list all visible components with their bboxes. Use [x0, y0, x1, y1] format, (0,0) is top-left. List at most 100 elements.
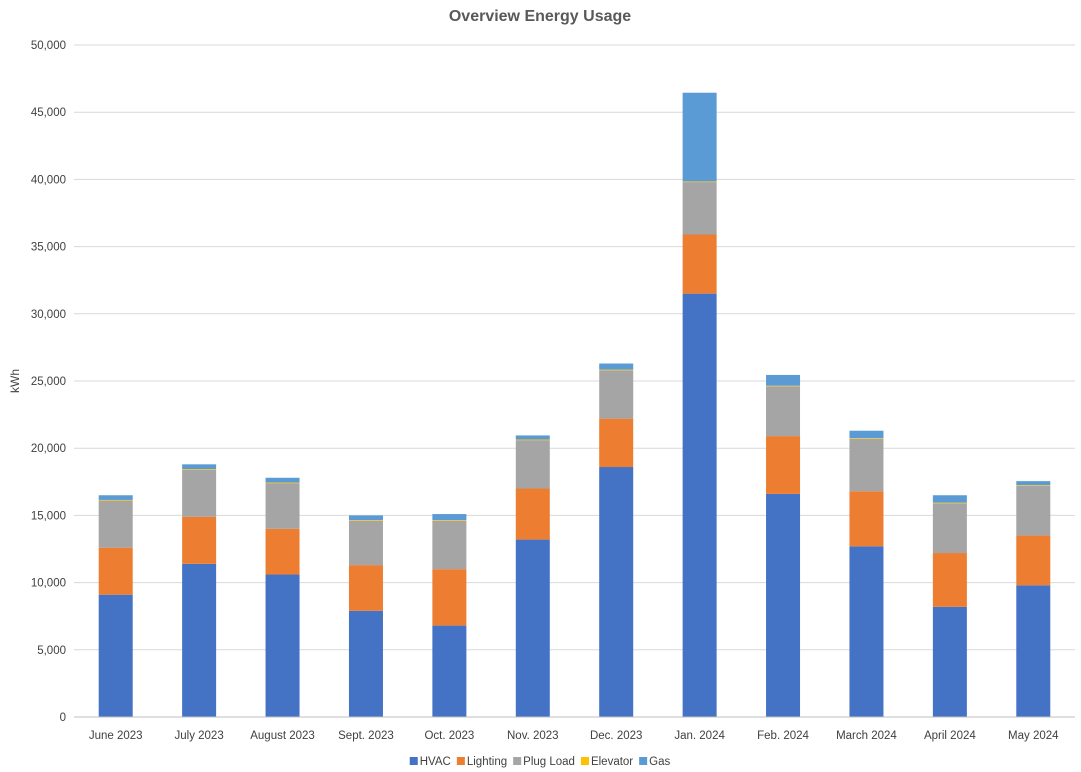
bar-segment-lighting	[265, 528, 300, 575]
bar-segment-elevator	[348, 520, 383, 521]
legend-label: HVAC	[420, 756, 451, 768]
y-tick-label: 25,000	[31, 376, 66, 388]
bar-segment-plug-load	[1016, 485, 1051, 536]
x-tick-label: Feb. 2024	[757, 730, 809, 742]
x-tick-label: March 2024	[836, 730, 897, 742]
bar-segment-lighting	[348, 565, 383, 611]
y-tick-label: 35,000	[31, 242, 66, 254]
bar-segment-plug-load	[182, 469, 217, 517]
y-tick-label: 30,000	[31, 309, 66, 321]
y-tick-label: 40,000	[31, 174, 66, 186]
bar-segment-plug-load	[849, 438, 884, 492]
bar-segment-lighting	[766, 436, 801, 494]
legend-swatch	[409, 757, 418, 765]
bar-segment-plug-load	[265, 483, 300, 529]
bar-segment-plug-load	[932, 503, 967, 554]
bar-segment-hvac	[849, 546, 884, 717]
bar-segment-lighting	[432, 569, 467, 626]
legend-label: Gas	[649, 756, 670, 768]
legend-item-gas: Gas	[639, 756, 670, 768]
bar-segment-plug-load	[515, 440, 550, 489]
legend-label: Lighting	[467, 756, 507, 768]
bar-segment-lighting	[682, 234, 717, 294]
y-tick-label: 45,000	[31, 107, 66, 119]
bar-segment-plug-load	[682, 182, 717, 235]
y-tick-label: 20,000	[31, 443, 66, 455]
bar-segment-plug-load	[98, 500, 133, 548]
x-tick-label: April 2024	[924, 730, 976, 742]
legend-swatch	[580, 757, 589, 765]
y-tick-label: 5,000	[37, 645, 66, 657]
x-tick-label: Sept. 2023	[338, 730, 394, 742]
bar-segment-hvac	[348, 610, 383, 717]
bar-segment-hvac	[98, 594, 133, 717]
x-tick-label: June 2023	[89, 730, 143, 742]
bar-segment-elevator	[515, 439, 550, 441]
bar-segment-elevator	[182, 469, 217, 470]
legend-swatch	[639, 757, 648, 765]
bar-segment-lighting	[932, 553, 967, 607]
x-tick-label: May 2024	[1008, 730, 1059, 742]
bar-segment-gas	[932, 495, 967, 503]
bar-segment-elevator	[98, 499, 133, 501]
bar-segment-hvac	[932, 606, 967, 717]
gridlines	[74, 44, 1075, 651]
bar-segment-elevator	[432, 520, 467, 521]
bar-segment-plug-load	[599, 370, 634, 419]
bar-segment-hvac	[1016, 585, 1051, 717]
x-tick-label: August 2023	[250, 730, 315, 742]
x-tick-label: Jan. 2024	[674, 730, 725, 742]
bar-segment-hvac	[432, 625, 467, 717]
bar-segment-hvac	[182, 563, 217, 717]
y-tick-label: 15,000	[31, 510, 66, 522]
bar-segment-gas	[766, 374, 801, 386]
legend-item-plug-load: Plug Load	[513, 756, 575, 768]
bar-segment-elevator	[849, 438, 884, 439]
chart-title: Overview Energy Usage	[449, 8, 631, 25]
bar-segment-elevator	[1016, 485, 1051, 486]
y-tick-label: 0	[60, 712, 66, 724]
legend-label: Plug Load	[523, 756, 575, 768]
bar-segment-lighting	[515, 488, 550, 540]
bar-segment-hvac	[682, 293, 717, 717]
bar-segment-lighting	[1016, 535, 1051, 586]
x-tick-label: Oct. 2023	[424, 730, 474, 742]
legend-item-lighting: Lighting	[456, 756, 507, 768]
bar-segment-hvac	[515, 539, 550, 717]
legend: HVAC Lighting Plug Load Elevator Gas	[409, 756, 670, 768]
bar-segment-plug-load	[432, 520, 467, 570]
bar-segment-elevator	[766, 385, 801, 387]
bar-segment-gas	[182, 464, 217, 470]
legend-swatch	[513, 757, 522, 765]
y-tick-label: 50,000	[31, 40, 66, 52]
y-axis-title: kWh	[8, 369, 22, 393]
bar-segment-gas	[515, 435, 550, 440]
bar-segment-lighting	[849, 491, 884, 547]
legend-label: Elevator	[591, 756, 633, 768]
bar-segment-hvac	[599, 467, 634, 717]
legend-swatch	[456, 757, 465, 765]
bar-segment-elevator	[682, 181, 717, 183]
bar-segment-gas	[599, 363, 634, 370]
bar-segment-elevator	[265, 482, 300, 484]
x-tick-label: Nov. 2023	[507, 730, 559, 742]
x-axis-ticks: June 2023 July 2023 August 2023 Sept. 2023 O…	[89, 730, 1059, 742]
bar-segment-lighting	[98, 547, 133, 595]
legend-item-elevator: Elevator	[580, 756, 633, 768]
bar-segment-hvac	[766, 493, 801, 717]
y-axis-ticks: 0 5,000 10,000 15,000 20,000 25,000 30,000 35,0…	[31, 40, 66, 724]
bars	[98, 92, 1051, 717]
bar-segment-lighting	[599, 418, 634, 468]
bar-segment-gas	[849, 430, 884, 439]
y-tick-label: 10,000	[31, 578, 66, 590]
bar-segment-hvac	[265, 574, 300, 717]
bar-segment-gas	[1016, 481, 1051, 486]
x-tick-label: July 2023	[175, 730, 224, 742]
bar-segment-gas	[432, 514, 467, 521]
bar-segment-gas	[265, 477, 300, 483]
x-tick-label: Dec. 2023	[590, 730, 642, 742]
bar-segment-gas	[98, 495, 133, 500]
bar-segment-plug-load	[766, 386, 801, 437]
